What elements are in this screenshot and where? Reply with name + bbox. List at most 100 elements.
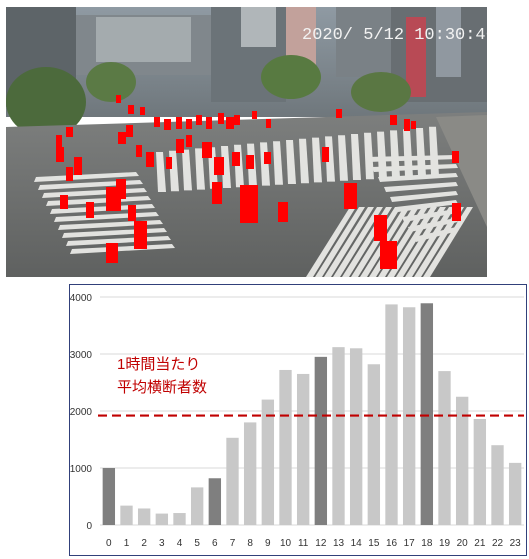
bar-hour-14: [349, 348, 363, 525]
bar-hour-11: [296, 373, 310, 525]
bar-hour-20: [455, 396, 469, 525]
bar-hour-22: [491, 445, 504, 525]
detection-box: [186, 135, 192, 147]
detection-box: [240, 185, 258, 223]
bar-hour-6: [208, 478, 222, 525]
bar-hour-9: [261, 399, 275, 525]
detection-box: [232, 152, 240, 166]
detection-box: [126, 125, 133, 137]
camera-image: 2020/ 5/12 10:30:46: [6, 7, 487, 277]
detection-box: [202, 142, 212, 158]
detection-box: [86, 202, 94, 218]
x-tick-label: 20: [457, 538, 469, 549]
detection-box: [140, 107, 145, 115]
bar-hour-21: [473, 418, 487, 525]
bar-hour-19: [438, 371, 451, 525]
x-tick-label: 15: [368, 538, 380, 549]
detection-box: [128, 205, 136, 221]
detection-box: [164, 119, 171, 130]
x-tick-label: 17: [404, 538, 416, 549]
bar-hour-13: [332, 347, 345, 525]
detection-box: [116, 179, 126, 199]
crossing-scene: 2020/ 5/12 10:30:46: [6, 7, 487, 277]
detection-box: [234, 115, 240, 125]
detection-box: [196, 115, 202, 125]
camera-timestamp: 2020/ 5/12 10:30:46: [302, 26, 487, 45]
bar-hour-3: [155, 513, 169, 525]
detection-box: [411, 121, 416, 129]
detection-box: [322, 147, 329, 162]
x-tick-label: 12: [315, 538, 327, 549]
bar-hour-2: [137, 508, 151, 525]
detection-box: [56, 147, 64, 162]
x-tick-label: 23: [510, 538, 522, 549]
bar-hour-15: [367, 364, 381, 525]
detection-box: [66, 167, 73, 181]
detection-box: [452, 151, 459, 163]
detection-box: [252, 111, 257, 119]
detection-box: [154, 117, 160, 127]
x-tick-label: 18: [421, 538, 433, 549]
x-tick-label: 16: [386, 538, 398, 549]
x-tick-label: 10: [280, 538, 292, 549]
y-tick-label: 4000: [70, 293, 92, 304]
tree: [6, 67, 86, 137]
detection-box: [218, 113, 224, 124]
detection-box: [374, 215, 387, 241]
bar-hour-5: [190, 487, 204, 525]
detection-box: [60, 195, 68, 209]
x-tick-label: 22: [492, 538, 504, 549]
x-tick-label: 8: [247, 538, 253, 549]
x-tick-label: 13: [333, 538, 345, 549]
bar-hour-7: [226, 437, 239, 525]
detection-box: [206, 117, 212, 129]
bar-hour-1: [120, 505, 133, 525]
detection-box: [336, 109, 342, 118]
x-tick-label: 14: [351, 538, 363, 549]
pedestrian-detections: [56, 95, 461, 269]
x-tick-label: 4: [177, 538, 183, 549]
x-tick-label: 3: [159, 538, 165, 549]
detection-box: [116, 95, 121, 103]
detection-box: [176, 117, 182, 129]
x-tick-label: 21: [474, 538, 486, 549]
x-tick-label: 19: [439, 538, 451, 549]
hourly-pedestrian-chart: 0 1000 2000 3000 4000 0 1 2 3 4 5 6 7 8 9 10 11 12 13 14 15…: [69, 284, 527, 556]
y-tick-label: 0: [86, 521, 92, 532]
detection-box: [226, 117, 234, 129]
x-tick-label: 6: [212, 538, 218, 549]
detection-box: [452, 203, 461, 221]
detection-box: [56, 135, 62, 147]
x-tick-label: 5: [194, 538, 200, 549]
detection-box: [146, 152, 154, 167]
x-tick-label: 2: [141, 538, 147, 549]
y-tick-label: 2000: [70, 407, 92, 418]
detection-box: [214, 157, 224, 175]
detection-box: [278, 202, 288, 222]
x-tick-label: 0: [106, 538, 112, 549]
average-label-line-1: 1時間当たり: [117, 356, 200, 373]
detection-box: [176, 139, 184, 153]
detection-box: [66, 127, 73, 137]
detection-box: [186, 119, 192, 129]
x-tick-label: 7: [230, 538, 236, 549]
bar-hour-12: [314, 356, 328, 525]
x-tick-label: 9: [265, 538, 271, 549]
detection-box: [128, 105, 134, 114]
detection-box: [118, 132, 126, 144]
detection-box: [246, 155, 254, 169]
bar-hour-23: [508, 462, 522, 525]
detection-box: [136, 145, 142, 157]
detection-box: [380, 241, 397, 269]
detection-box: [390, 115, 397, 125]
bar-hour-18: [420, 303, 434, 525]
detection-box: [134, 221, 147, 249]
x-tick-label: 11: [298, 538, 309, 549]
detection-box: [212, 182, 222, 204]
y-tick-label: 1000: [70, 464, 92, 475]
bar-hour-0: [102, 468, 116, 525]
detection-box: [404, 119, 410, 131]
detection-box: [106, 243, 118, 263]
bar-hour-10: [279, 369, 292, 525]
x-tick-label: 1: [124, 538, 130, 549]
